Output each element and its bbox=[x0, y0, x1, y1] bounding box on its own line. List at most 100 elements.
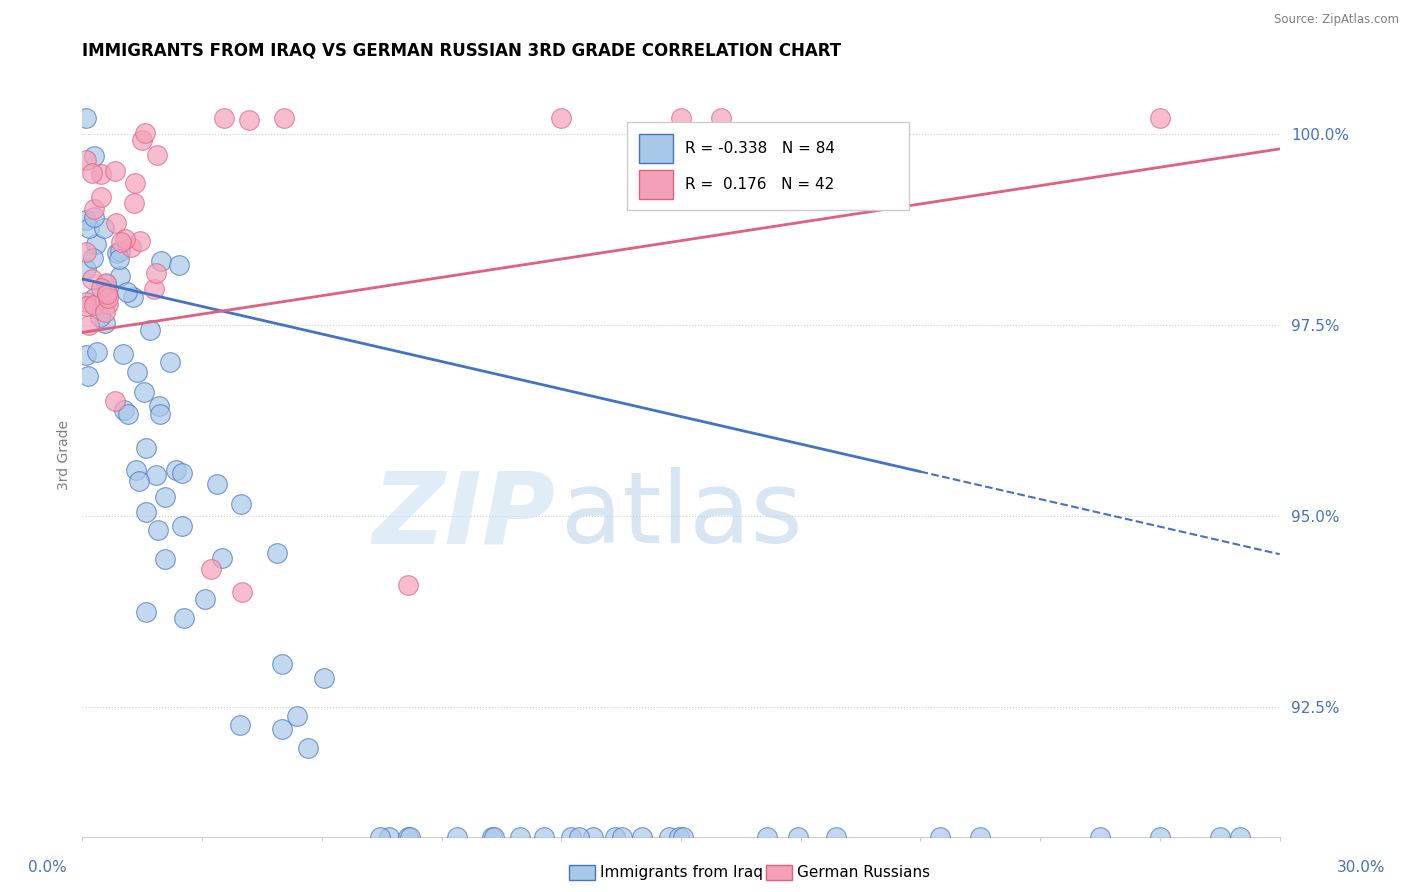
Point bbox=[83, 297, 105, 311]
Text: R = -0.338   N = 84: R = -0.338 N = 84 bbox=[685, 141, 835, 155]
Point bbox=[271, 722, 294, 736]
Point bbox=[207, 476, 229, 491]
Point bbox=[75, 213, 97, 227]
Point bbox=[111, 347, 134, 361]
Point bbox=[550, 112, 572, 126]
Bar bbox=[640, 134, 672, 162]
Point bbox=[110, 235, 132, 249]
Point bbox=[396, 578, 419, 592]
Point bbox=[211, 550, 233, 565]
Point bbox=[273, 112, 295, 126]
Point bbox=[194, 592, 217, 607]
Point bbox=[83, 149, 105, 163]
Point bbox=[929, 830, 952, 845]
Point bbox=[533, 830, 555, 845]
Point bbox=[135, 605, 157, 619]
Point bbox=[658, 830, 681, 845]
Point bbox=[149, 254, 172, 268]
Point bbox=[165, 463, 187, 477]
Point bbox=[105, 245, 128, 260]
Point bbox=[229, 718, 252, 732]
Point bbox=[399, 830, 422, 845]
Point bbox=[96, 276, 118, 290]
Point bbox=[128, 474, 150, 488]
Point bbox=[231, 585, 253, 599]
Point bbox=[122, 195, 145, 210]
Point bbox=[446, 830, 468, 845]
Point bbox=[1088, 830, 1111, 845]
Text: 30.0%: 30.0% bbox=[1337, 860, 1385, 874]
Point bbox=[90, 167, 112, 181]
Point bbox=[75, 112, 97, 126]
Point bbox=[200, 562, 222, 576]
Point bbox=[135, 505, 157, 519]
Point bbox=[131, 133, 153, 147]
Point bbox=[114, 232, 136, 246]
Point bbox=[90, 190, 112, 204]
Point bbox=[82, 165, 104, 179]
Point bbox=[108, 244, 131, 258]
Point bbox=[75, 348, 97, 362]
Point bbox=[97, 296, 120, 310]
Point bbox=[1149, 830, 1171, 845]
Point bbox=[94, 277, 117, 292]
Text: ZIP: ZIP bbox=[373, 467, 555, 565]
Point bbox=[142, 282, 165, 296]
Bar bbox=[640, 169, 672, 199]
Point bbox=[112, 403, 135, 417]
Point bbox=[108, 252, 131, 267]
Point bbox=[671, 830, 693, 845]
Point bbox=[603, 830, 626, 845]
Point bbox=[1229, 830, 1251, 845]
Point bbox=[75, 153, 97, 167]
Point bbox=[97, 291, 120, 305]
Text: German Russians: German Russians bbox=[797, 865, 931, 880]
Point bbox=[82, 251, 104, 265]
Point bbox=[560, 830, 582, 845]
Point bbox=[755, 830, 778, 845]
Text: IMMIGRANTS FROM IRAQ VS GERMAN RUSSIAN 3RD GRADE CORRELATION CHART: IMMIGRANTS FROM IRAQ VS GERMAN RUSSIAN 3… bbox=[83, 42, 841, 60]
Point bbox=[93, 220, 115, 235]
Point bbox=[117, 408, 139, 422]
Point bbox=[1209, 830, 1232, 845]
Point bbox=[1149, 112, 1171, 126]
Point bbox=[148, 399, 170, 413]
Point bbox=[825, 830, 848, 845]
Point bbox=[377, 830, 399, 845]
Point bbox=[285, 709, 308, 723]
Point bbox=[75, 262, 97, 277]
Point bbox=[266, 546, 288, 560]
Point bbox=[969, 830, 991, 845]
Point bbox=[75, 299, 97, 313]
Point bbox=[146, 148, 169, 162]
Point bbox=[103, 164, 125, 178]
Text: 0.0%: 0.0% bbox=[28, 860, 67, 874]
Point bbox=[170, 466, 193, 480]
Point bbox=[125, 365, 148, 379]
Point bbox=[231, 497, 253, 511]
Point bbox=[786, 830, 808, 845]
Point bbox=[96, 285, 118, 300]
Point bbox=[86, 344, 108, 359]
Point bbox=[120, 240, 142, 254]
Point bbox=[396, 830, 419, 845]
Point bbox=[710, 112, 733, 126]
Point bbox=[214, 112, 236, 126]
Point bbox=[509, 830, 531, 845]
Point bbox=[94, 305, 117, 319]
Text: Source: ZipAtlas.com: Source: ZipAtlas.com bbox=[1274, 13, 1399, 27]
Point bbox=[84, 236, 107, 251]
Point bbox=[104, 394, 127, 409]
Point bbox=[77, 318, 100, 332]
Point bbox=[83, 210, 105, 224]
Point bbox=[271, 657, 294, 671]
Point bbox=[153, 552, 176, 566]
Text: R =  0.176   N = 42: R = 0.176 N = 42 bbox=[685, 177, 834, 192]
Point bbox=[631, 830, 654, 845]
Point bbox=[124, 177, 146, 191]
Point bbox=[297, 741, 319, 756]
Point bbox=[132, 385, 155, 400]
Point bbox=[121, 290, 143, 304]
Point bbox=[314, 671, 336, 685]
Point bbox=[89, 310, 111, 324]
